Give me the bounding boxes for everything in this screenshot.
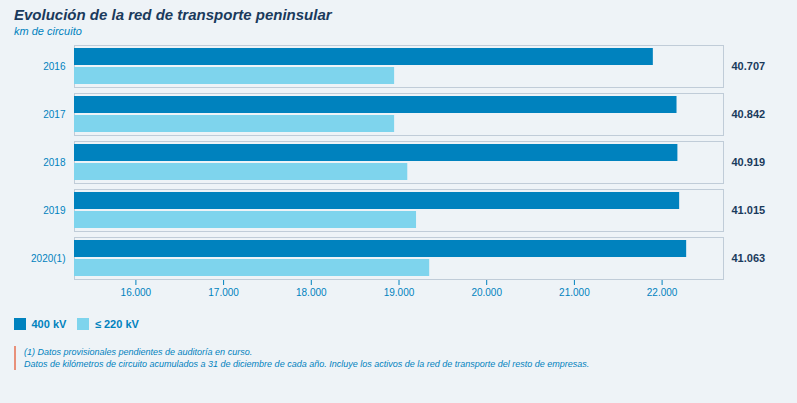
svg-text:2018: 2018 (43, 157, 66, 168)
svg-text:20.000: 20.000 (471, 287, 502, 298)
svg-text:17.000: 17.000 (208, 287, 239, 298)
svg-text:2019: 2019 (43, 205, 66, 216)
svg-text:2020(1): 2020(1) (31, 253, 65, 264)
svg-text:2016: 2016 (43, 61, 66, 72)
svg-text:2017: 2017 (43, 109, 66, 120)
html-text:km de circuito: km de circuito (14, 25, 82, 37)
svg-text:16.000: 16.000 (121, 287, 152, 298)
html-text:400 kV: 400 kV (31, 317, 67, 330)
svg-text:40.84240842: 40.84240842 (732, 108, 766, 120)
svg-text:41.01541015: 41.01541015 (732, 204, 766, 216)
html-text:(1) Datos provisionales pendie: (1) Datos provisionales pendientes de au… (24, 346, 253, 357)
html-text:≤ 220 kV: ≤ 220 kV (94, 317, 139, 330)
svg-text:40.70740707: 40.70740707 (732, 60, 766, 72)
svg-text:21.000: 21.000 (559, 287, 590, 298)
svg-text:40.91940919: 40.91940919 (732, 156, 766, 168)
svg-text:19.000: 19.000 (384, 287, 415, 298)
svg-text:22.000: 22.000 (647, 287, 678, 298)
html-text:Datos de kilómetros de circuit: Datos de kilómetros de circuito acumulad… (24, 358, 590, 369)
svg-text:41.06341063: 41.06341063 (732, 252, 766, 264)
svg-text:18.000: 18.000 (296, 287, 327, 298)
html-text:Evolución de la red de transpo: Evolución de la red de transporte penins… (14, 6, 332, 23)
